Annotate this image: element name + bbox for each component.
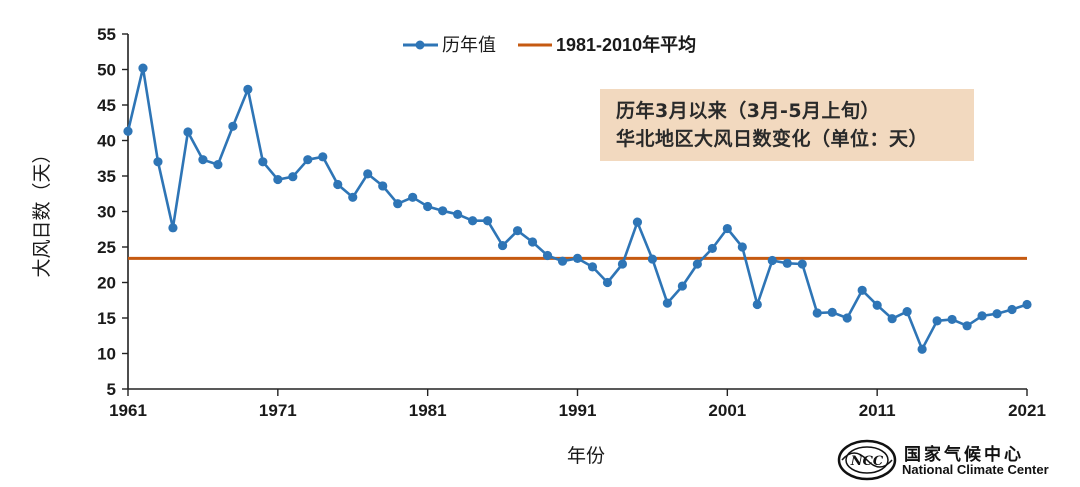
- annotation-box: 历年3月以来（3月-5月上旬） 华北地区大风日数变化（单位：天）: [600, 89, 974, 161]
- data-point: [273, 174, 283, 185]
- data-point: [962, 321, 972, 331]
- annotation-line-1: 历年3月以来（3月-5月上旬）: [616, 100, 881, 122]
- data-point: [1022, 299, 1032, 310]
- ncc-name-en: National Climate Center: [902, 462, 1049, 477]
- data-point: [782, 258, 792, 268]
- data-point: [632, 217, 643, 227]
- ncc-logo: NCC 国家气候中心 National Climate Center: [836, 438, 1049, 482]
- x-tick-label: 1991: [559, 401, 597, 420]
- x-tick-label: 1961: [109, 401, 147, 420]
- data-point: [737, 242, 747, 252]
- y-axis-title: 大风日数（天）: [31, 144, 53, 277]
- data-point: [752, 299, 762, 310]
- data-point: [707, 243, 717, 254]
- data-point: [243, 84, 253, 94]
- data-point: [423, 201, 433, 212]
- legend-series-marker: [415, 40, 425, 50]
- data-point: [767, 255, 777, 266]
- data-point: [587, 262, 598, 272]
- data-point: [333, 179, 343, 190]
- annotation-line-2: 华北地区大风日数变化（单位：天）: [616, 128, 929, 150]
- data-point: [497, 240, 508, 251]
- data-point: [258, 157, 268, 167]
- x-axis-title: 年份: [567, 445, 605, 467]
- axes-layer: 5 10 15 20 25 30 35 40 45 50 55 1961 1971 1981 1991 200…: [97, 25, 1046, 420]
- x-tick-label: 2011: [859, 401, 896, 420]
- data-point: [857, 285, 867, 295]
- data-point: [872, 300, 882, 310]
- data-point: [213, 160, 223, 170]
- y-tick-label: 40: [97, 132, 116, 151]
- y-tick-label: 5: [107, 380, 116, 399]
- series-layer: [123, 63, 1032, 354]
- data-point: [602, 277, 613, 288]
- data-point: [183, 127, 193, 137]
- x-tick-label: 2021: [1008, 401, 1046, 420]
- data-point: [902, 307, 912, 317]
- data-point: [123, 126, 133, 136]
- data-point: [572, 253, 583, 263]
- data-point: [363, 169, 373, 179]
- data-point: [842, 313, 852, 323]
- data-point: [168, 223, 178, 233]
- data-point: [393, 199, 403, 209]
- ncc-emblem-text: NCC: [850, 454, 884, 469]
- data-point: [722, 223, 732, 234]
- data-point: [153, 157, 163, 167]
- legend: 历年值 1981-2010年平均: [403, 34, 696, 56]
- y-tick-label: 25: [97, 238, 116, 257]
- data-point: [887, 314, 897, 324]
- y-tick-label: 30: [97, 203, 116, 222]
- data-point: [438, 206, 448, 216]
- data-point: [542, 250, 553, 261]
- data-point: [557, 256, 568, 266]
- y-tick-label: 20: [97, 274, 116, 293]
- y-tick-label: 15: [97, 309, 116, 328]
- legend-average-label: 1981-2010年平均: [556, 34, 696, 55]
- data-point: [512, 226, 523, 236]
- data-point: [138, 63, 148, 73]
- data-point: [617, 259, 628, 269]
- ncc-emblem-icon: NCC: [837, 439, 897, 481]
- data-point: [917, 344, 927, 354]
- data-point: [483, 216, 493, 226]
- data-point: [348, 192, 358, 202]
- x-tick-label: 1971: [259, 401, 297, 420]
- data-point: [378, 181, 388, 191]
- data-point: [468, 216, 478, 226]
- y-tick-label: 10: [97, 345, 116, 364]
- ncc-name-cn: 国家气候中心: [904, 445, 1024, 465]
- y-tick-label: 50: [97, 61, 116, 80]
- data-point: [932, 316, 942, 326]
- data-point: [977, 311, 987, 321]
- y-tick-label: 35: [97, 167, 116, 186]
- data-point: [303, 155, 313, 165]
- y-tick-label: 45: [97, 96, 116, 115]
- data-point: [647, 254, 658, 264]
- data-point: [527, 237, 538, 247]
- data-point: [677, 281, 687, 291]
- x-tick-label: 1981: [409, 401, 447, 420]
- data-point: [1007, 304, 1017, 315]
- x-tick-label: 2001: [708, 401, 746, 420]
- data-point: [947, 314, 957, 325]
- data-point: [827, 307, 837, 317]
- y-tick-label: 55: [97, 25, 116, 44]
- data-point: [228, 121, 238, 131]
- data-point: [692, 259, 702, 269]
- data-point: [318, 152, 328, 162]
- data-point: [812, 308, 822, 318]
- legend-series-label: 历年值: [442, 35, 496, 56]
- data-point: [662, 298, 673, 308]
- data-point: [288, 172, 298, 182]
- data-point: [198, 155, 208, 165]
- data-point: [453, 209, 463, 219]
- data-point: [408, 192, 418, 202]
- data-point: [797, 259, 807, 269]
- data-point: [992, 309, 1002, 319]
